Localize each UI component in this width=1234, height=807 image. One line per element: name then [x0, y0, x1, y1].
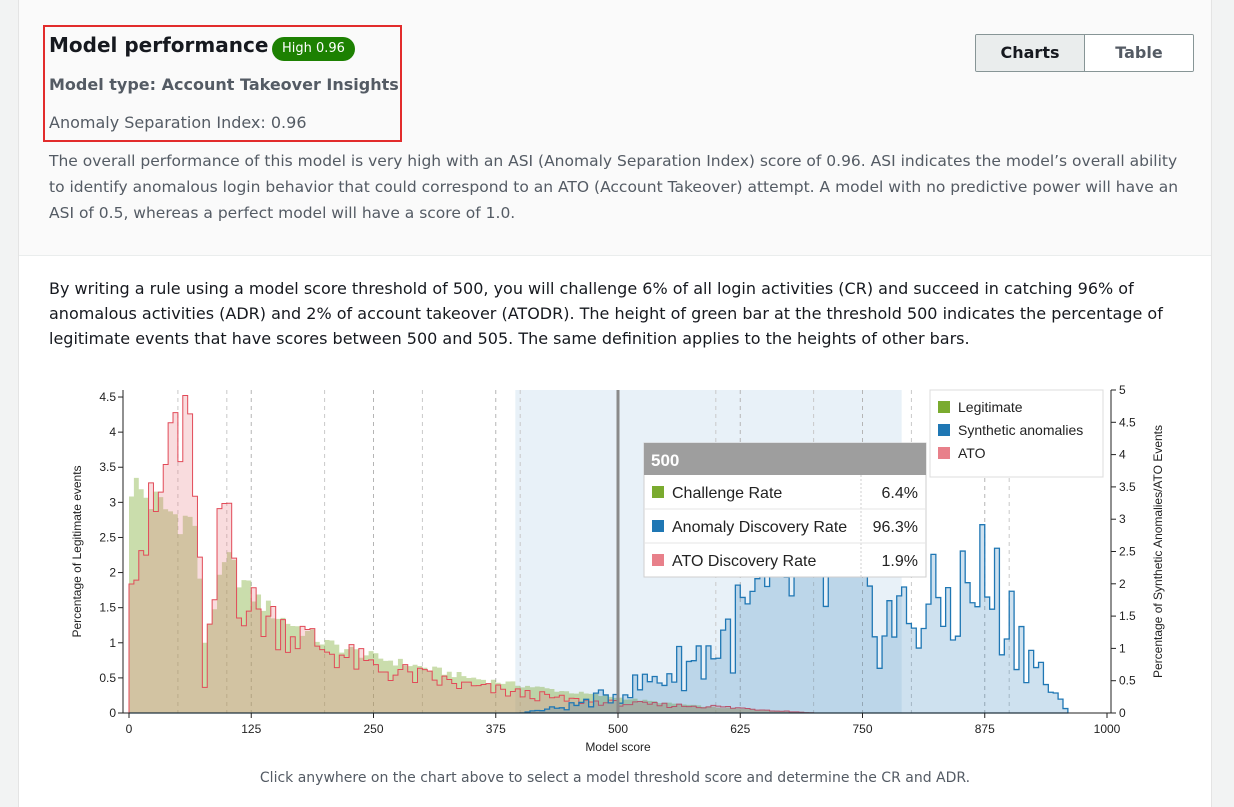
series-legitimate [129, 477, 814, 713]
performance-badge: High 0.96 [272, 37, 355, 61]
score-distribution-chart[interactable]: 0 125 250 375 500 625 750 875 1000 0 0.5 1 1.5 2 2.5 3 3… [19, 370, 1211, 770]
highlight-box [43, 25, 402, 142]
x-tick-label: 750 [852, 722, 872, 736]
y2-tick-label: 3.5 [1119, 480, 1136, 494]
y-tick-label: 1.5 [99, 601, 116, 615]
y2-tick-label: 3 [1119, 512, 1126, 526]
y2-tick-label: 2.5 [1119, 545, 1136, 559]
chart-instructions: Click anywhere on the chart above to sel… [259, 770, 971, 786]
y2-tick-label: 0 [1119, 706, 1126, 720]
tooltip-header [644, 443, 926, 475]
x-tick-label: 500 [608, 722, 628, 736]
tooltip-label-challenge-rate: Challenge Rate [672, 485, 782, 502]
tooltip-swatch-challenge-rate [652, 486, 664, 498]
y2-axis-label: Percentage of Synthetic Anomalies/ATO Ev… [1151, 425, 1165, 678]
page-title: Model performance [49, 33, 269, 57]
x-tick-label: 375 [486, 722, 506, 736]
tooltip-label-ato-discovery-rate: ATO Discovery Rate [672, 553, 816, 570]
view-toggle: Charts Table [975, 34, 1194, 72]
x-tick-label: 1000 [1094, 722, 1121, 736]
tooltip-swatch-anomaly-discovery-rate [652, 520, 664, 532]
legend-swatch-ato [938, 447, 950, 459]
tooltip-value-anomaly-discovery-rate: 96.3% [873, 519, 918, 536]
x-tick-label: 125 [241, 722, 261, 736]
chart-axes: 0 125 250 375 500 625 750 875 100000.511.522.533… [70, 383, 1165, 754]
y2-tick-label: 1.5 [1119, 609, 1136, 623]
tooltip-value-ato-discovery-rate: 1.9% [882, 553, 918, 570]
x-tick-label: 625 [730, 722, 750, 736]
legend-label-synthetic: Synthetic anomalies [958, 422, 1083, 438]
y-tick-label: 4.5 [99, 390, 116, 404]
y-tick-label: 4 [109, 425, 116, 439]
tooltip-value-challenge-rate: 6.4% [882, 485, 918, 502]
y2-tick-label: 1 [1119, 641, 1126, 655]
legend-label-legitimate: Legitimate [958, 399, 1023, 415]
tooltip-swatch-ato-discovery-rate [652, 554, 664, 566]
y2-tick-label: 2 [1119, 577, 1126, 591]
model-type: Model type: Account Takeover Insights [49, 75, 399, 94]
x-axis-label: Model score [585, 740, 651, 754]
legend-swatch-legitimate [938, 401, 950, 413]
tooltip-title: 500 [651, 451, 679, 470]
y2-tick-label: 5 [1119, 383, 1126, 397]
chart-svg[interactable]: 0 125 250 375 500 625 750 875 100000.511.522.533… [19, 370, 1211, 770]
table-tab[interactable]: Table [1085, 35, 1193, 71]
x-tick-label: 0 [126, 722, 133, 736]
chart-legend: Legitimate Synthetic anomalies ATO [929, 389, 1104, 478]
performance-description: The overall performance of this model is… [49, 152, 1179, 222]
model-performance-panel: Model performance High 0.96 Model type: … [18, 0, 1212, 807]
y2-tick-label: 4.5 [1119, 415, 1136, 429]
x-tick-label: 875 [975, 722, 995, 736]
y-tick-label: 1 [109, 636, 116, 650]
series-ato [128, 394, 815, 714]
y-tick-label: 2.5 [99, 530, 116, 544]
threshold-explanation: By writing a rule using a model score th… [49, 279, 1163, 348]
legend-box [929, 389, 1104, 478]
y-tick-label: 3 [109, 495, 116, 509]
y-tick-label: 0.5 [99, 671, 116, 685]
y-tick-label: 3.5 [99, 460, 116, 474]
x-tick-label: 250 [363, 722, 383, 736]
y-tick-label: 0 [109, 706, 116, 720]
charts-tab[interactable]: Charts [976, 35, 1085, 71]
legend-swatch-synthetic [938, 424, 950, 436]
asi-score: Anomaly Separation Index: 0.96 [49, 113, 307, 132]
tooltip-label-anomaly-discovery-rate: Anomaly Discovery Rate [672, 519, 847, 536]
y-axis-label: Percentage of Legitimate events [70, 465, 84, 637]
y2-tick-label: 0.5 [1119, 674, 1136, 688]
y-tick-label: 2 [109, 566, 116, 580]
threshold-tooltip: 500 Challenge Rate 6.4% Anomaly Discover… [643, 442, 927, 578]
y2-tick-label: 4 [1119, 448, 1126, 462]
legend-label-ato: ATO [958, 445, 986, 461]
